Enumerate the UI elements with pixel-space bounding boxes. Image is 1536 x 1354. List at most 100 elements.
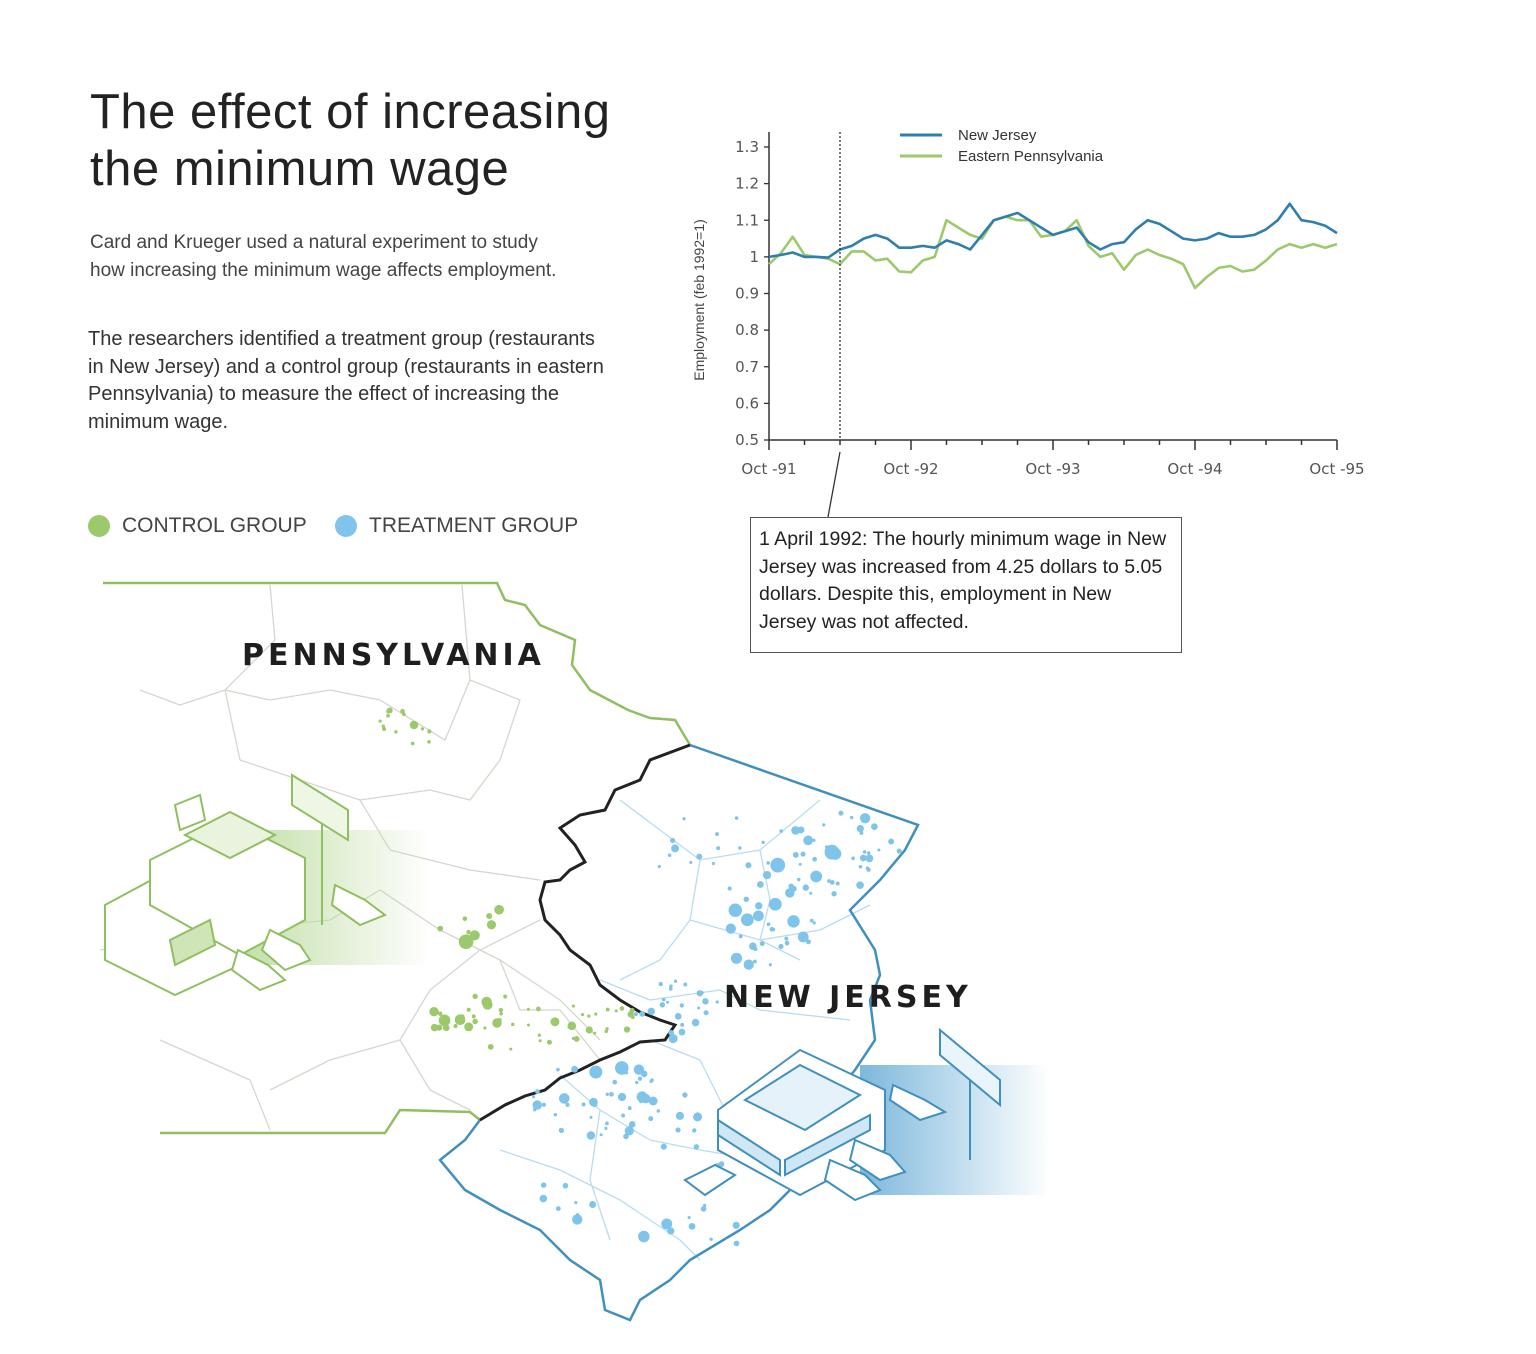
treatment-restaurant-dot (738, 846, 742, 850)
treatment-restaurant-dot (803, 835, 814, 846)
treatment-restaurant-dot (589, 1065, 603, 1079)
control-restaurant-dot (429, 1006, 439, 1017)
treatment-restaurant-dot (645, 1095, 649, 1099)
treatment-restaurant-dot (779, 860, 783, 864)
treatment-restaurant-dot (556, 1067, 560, 1072)
new-jersey-restaurant-icon (683, 1027, 1050, 1202)
treatment-restaurant-dot (667, 1227, 675, 1235)
treatment-restaurant-dot (661, 1218, 673, 1230)
treatment-restaurant-dot (633, 1012, 638, 1017)
control-restaurant-dot (466, 1007, 471, 1012)
control-restaurant-dot (537, 1033, 541, 1037)
control-restaurant-dot (486, 913, 493, 920)
treatment-restaurant-dot (647, 1007, 655, 1016)
treatment-restaurant-dot (715, 1000, 719, 1004)
treatment-restaurant-dot (791, 826, 800, 835)
treatment-restaurant-dot (532, 1100, 542, 1110)
control-restaurant-dot (469, 930, 480, 941)
control-restaurant-dot (585, 1026, 593, 1034)
treatment-restaurant-dot (838, 810, 844, 816)
treatment-restaurant-dot (558, 1127, 565, 1134)
treatment-restaurant-dot (679, 1003, 685, 1008)
y-tick-label: 0.5 (735, 431, 759, 449)
treatment-restaurant-dot (766, 922, 771, 927)
treatment-restaurant-dot (682, 817, 686, 821)
control-restaurant-dot (604, 1029, 608, 1034)
treatment-restaurant-dot (700, 1206, 707, 1212)
control-restaurant-dot (594, 1012, 598, 1016)
legend-pennsylvania-label: Eastern Pennsylvania (958, 148, 1104, 165)
treatment-restaurant-dot (859, 854, 867, 862)
treatment-restaurant-dot (728, 903, 743, 917)
control-restaurant-dot (587, 1014, 591, 1018)
treatment-restaurant-dot (896, 848, 902, 854)
y-tick-label: 0.6 (735, 394, 759, 412)
treatment-restaurant-dot (615, 1061, 629, 1075)
treatment-restaurant-dot (725, 923, 736, 934)
control-restaurant-dot (546, 1039, 552, 1045)
control-restaurant-dot (580, 1013, 585, 1017)
control-restaurant-dot (499, 1012, 503, 1016)
y-tick-label: 1 (749, 248, 759, 266)
control-restaurant-dot (571, 1036, 576, 1041)
treatment-restaurant-dot (673, 979, 678, 983)
treatment-restaurant-dot (670, 837, 676, 843)
treatment-restaurant-dot (661, 997, 666, 1002)
treatment-restaurant-dot (672, 1037, 676, 1042)
treatment-restaurant-dot (806, 939, 811, 945)
treatment-restaurant-dot (574, 1201, 578, 1205)
treatment-restaurant-dot (674, 1012, 682, 1020)
treatment-restaurant-dot (822, 823, 826, 827)
treatment-restaurant-dot (693, 1112, 703, 1122)
control-restaurant-dot (538, 1039, 542, 1043)
y-tick-label: 0.7 (735, 358, 759, 376)
treatment-restaurant-dot (703, 1010, 709, 1016)
treatment-restaurant-dot (775, 864, 780, 869)
treatment-restaurant-dot (743, 959, 754, 970)
treatment-restaurant-dot (865, 854, 874, 863)
treatment-restaurant-dot (697, 1006, 701, 1010)
x-tick-label: Oct -94 (1167, 460, 1222, 478)
treatment-restaurant-dot (696, 990, 704, 997)
treatment-restaurant-dot (639, 1011, 645, 1017)
legend-control-label: CONTROL GROUP (122, 514, 307, 537)
treatment-restaurant-dot (658, 981, 663, 987)
control-restaurant-dot (462, 916, 468, 922)
treatment-restaurant-dot (627, 1106, 632, 1111)
series-line-new-jersey (768, 202, 1338, 259)
treatment-restaurant-dot (877, 848, 881, 852)
x-tick-label: Oct -93 (1025, 460, 1080, 478)
employment-line-chart: 0.5 0.6 0.7 0.8 0.9 1 1.1 1.2 1.3 Oct -91 Oct -92… (691, 127, 1365, 518)
treatment-restaurant-dot (696, 853, 703, 860)
treatment-restaurant-dot (638, 1230, 650, 1243)
treatment-restaurant-dot (866, 851, 871, 855)
control-restaurant-dot (437, 1011, 443, 1016)
treatment-restaurant-dot (759, 941, 765, 947)
treatment-restaurant-dot (678, 1028, 686, 1036)
control-restaurant-dot (492, 1018, 502, 1028)
treatment-restaurant-dot (553, 1112, 558, 1117)
treatment-restaurant-dot (810, 870, 823, 883)
treatment-restaurant-dot (609, 1091, 614, 1097)
treatment-restaurant-dot (612, 1079, 618, 1085)
treatment-restaurant-dot (771, 927, 776, 932)
treatment-restaurant-dot (825, 845, 829, 849)
treatment-restaurant-dot (888, 838, 895, 845)
pennsylvania-outline-south (160, 1108, 481, 1135)
pennsylvania-restaurant-icon (104, 773, 430, 997)
treatment-restaurant-dot (649, 1079, 653, 1083)
treatment-restaurant-dot (716, 846, 721, 851)
treatment-restaurant-dot (532, 1107, 537, 1112)
control-restaurant-dot (614, 1009, 618, 1013)
pennsylvania-label: PENNSYLVANIA (242, 638, 545, 673)
treatment-restaurant-dot (621, 1113, 626, 1118)
x-tick-label: Oct -95 (1309, 460, 1364, 478)
treatment-restaurant-dot (683, 982, 688, 987)
treatment-restaurant-dot (565, 1102, 570, 1107)
description-text: The researchers identified a treatment g… (88, 328, 604, 433)
treatment-restaurant-dot (762, 870, 772, 880)
treatment-restaurant-dot (796, 877, 801, 882)
control-restaurant-dot (386, 707, 393, 714)
treatment-restaurant-dot (753, 910, 764, 922)
control-restaurant-dot (472, 1018, 478, 1025)
